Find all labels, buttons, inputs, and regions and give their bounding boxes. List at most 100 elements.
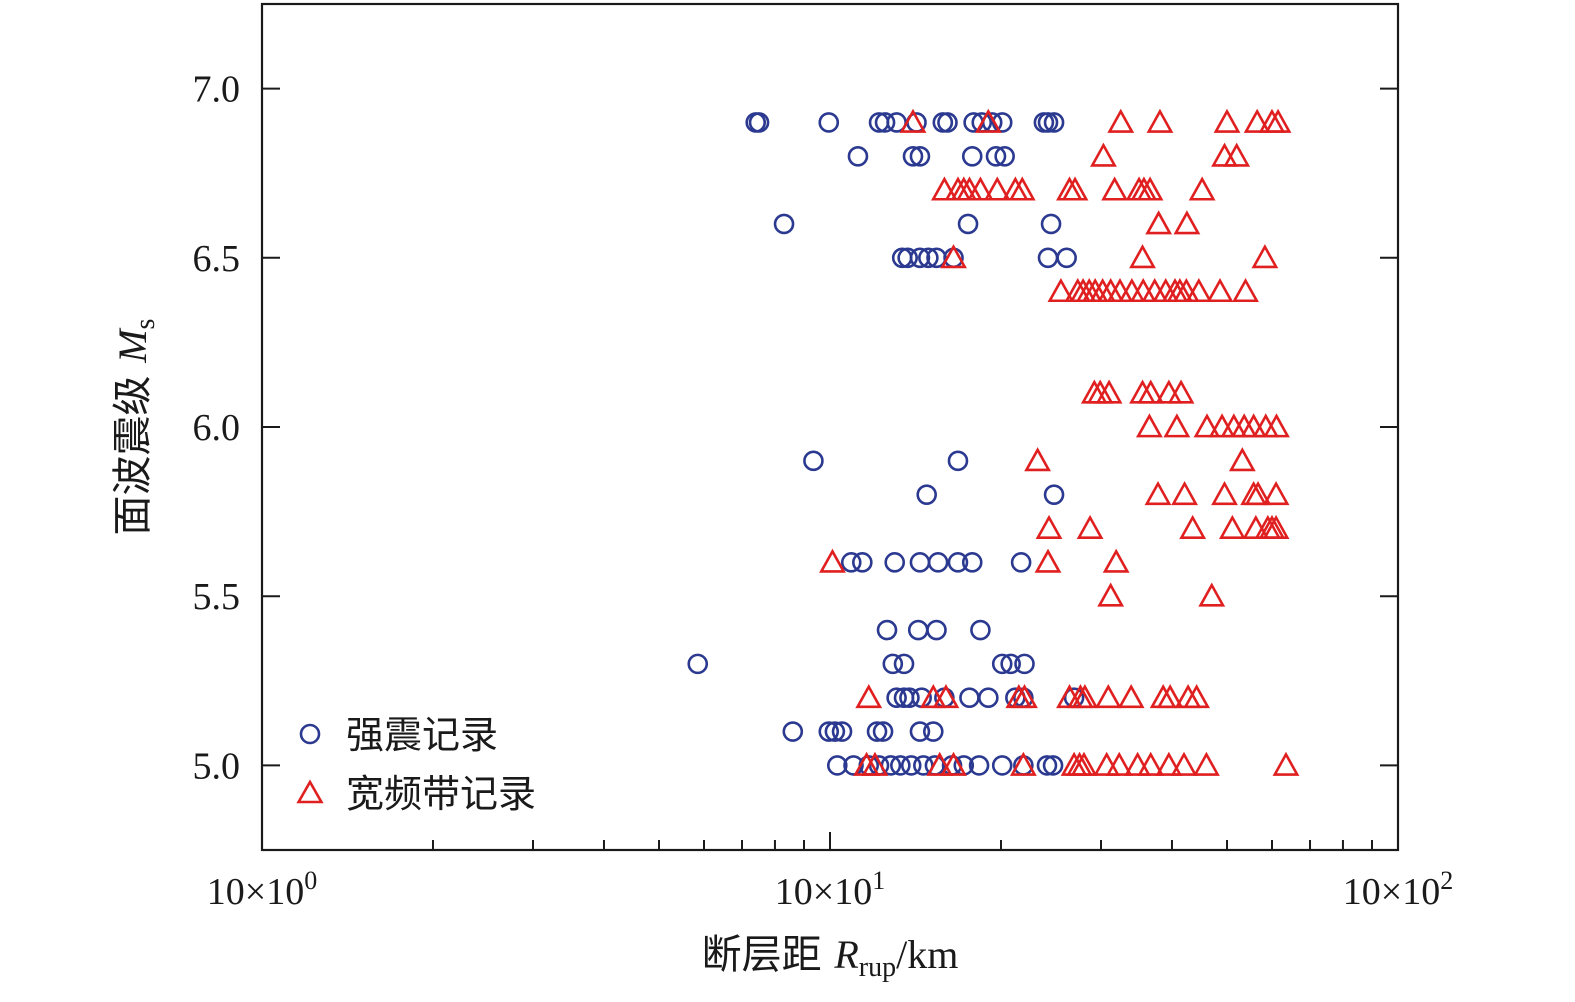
circle-point-0-26 xyxy=(897,247,918,269)
circle-point-0-67 xyxy=(824,721,846,742)
circle-point-0-57 xyxy=(899,687,920,709)
triangle-point-1-75 xyxy=(1179,514,1207,539)
circle-point-0-17 xyxy=(902,145,924,167)
triangle-point-1-115 xyxy=(1272,751,1300,776)
triangle-point-1-110 xyxy=(1124,751,1152,776)
triangle-point-1-28 xyxy=(940,244,967,269)
circle-point-0-41 xyxy=(927,552,949,573)
circle-point-0-53 xyxy=(1000,653,1021,675)
circle-point-0-78 xyxy=(890,755,911,776)
triangle-point-1-7 xyxy=(1264,108,1292,133)
circle-point-0-88 xyxy=(1042,755,1064,776)
triangle-point-1-112 xyxy=(1155,751,1183,776)
triangle-point-1-65 xyxy=(1024,447,1052,472)
circle-point-0-66 xyxy=(818,721,840,742)
circle-point-0-40 xyxy=(909,552,931,573)
triangle-point-1-11 xyxy=(930,176,958,201)
circle-point-0-73 xyxy=(826,755,848,776)
circle-point-0-1 xyxy=(748,112,770,133)
triangle-point-1-2 xyxy=(1107,108,1135,133)
circle-point-0-23 xyxy=(957,213,979,235)
circle-point-0-44 xyxy=(1010,552,1032,573)
circle-point-0-16 xyxy=(847,145,869,167)
triangle-point-1-104 xyxy=(1009,751,1037,776)
triangle-point-1-15 xyxy=(967,176,994,201)
triangle-point-1-101 xyxy=(861,751,889,776)
triangle-point-1-90 xyxy=(1011,684,1038,709)
circle-point-0-87 xyxy=(1036,755,1058,776)
y-tick-label: 6.0 xyxy=(193,407,241,449)
circle-point-0-36 xyxy=(1043,484,1065,505)
y-tick-label: 6.5 xyxy=(193,238,241,280)
axis-ticks xyxy=(261,87,1399,850)
circle-point-0-51 xyxy=(893,653,915,675)
triangle-point-1-3 xyxy=(1146,108,1174,133)
y-tick-label: 5.5 xyxy=(193,576,241,618)
circle-point-0-20 xyxy=(985,145,1007,167)
triangle-point-1-68 xyxy=(1171,480,1199,506)
triangle-point-1-107 xyxy=(1070,751,1098,776)
circle-point-0-34 xyxy=(947,450,969,472)
triangle-point-1-25 xyxy=(1188,176,1216,201)
triangle-point-1-83 xyxy=(1102,548,1130,573)
triangle-point-1-40 xyxy=(1129,277,1157,303)
triangle-point-1-58 xyxy=(1193,413,1221,438)
circle-point-0-55 xyxy=(886,687,907,709)
circle-point-0-68 xyxy=(831,721,853,742)
triangle-point-1-74 xyxy=(1076,514,1104,539)
circle-point-0-32 xyxy=(1056,247,1077,269)
triangle-point-1-113 xyxy=(1170,751,1198,776)
triangle-point-1-82 xyxy=(1034,548,1062,573)
legend-label-broadband: 宽频带记录 xyxy=(346,772,536,816)
circle-point-0-70 xyxy=(872,721,894,742)
circle-point-0-49 xyxy=(687,653,709,675)
triangle-point-1-29 xyxy=(1129,244,1156,269)
triangle-point-1-18 xyxy=(1008,176,1036,201)
triangle-point-1-10 xyxy=(1223,142,1251,167)
circle-point-0-69 xyxy=(866,721,888,742)
triangle-point-1-59 xyxy=(1208,413,1236,438)
y-tick-label: 5.0 xyxy=(193,745,241,787)
circle-point-0-14 xyxy=(1037,112,1059,133)
circle-point-0-8 xyxy=(937,112,958,133)
triangle-point-1-99 xyxy=(1183,684,1211,709)
circle-point-0-19 xyxy=(961,145,983,167)
legend-label-strong-motion: 强震记录 xyxy=(346,713,498,757)
triangle-point-1-24 xyxy=(1136,176,1164,201)
circle-point-0-24 xyxy=(1040,213,1062,235)
circle-point-0-39 xyxy=(884,552,906,573)
triangle-point-1-94 xyxy=(1094,684,1122,709)
circle-point-0-27 xyxy=(909,247,931,269)
triangle-point-1-16 xyxy=(983,176,1011,201)
triangle-point-1-8 xyxy=(1090,142,1117,167)
triangle-point-1-97 xyxy=(1156,684,1184,709)
triangle-point-1-0 xyxy=(899,108,927,133)
triangle-point-1-69 xyxy=(1211,480,1238,506)
triangle-point-1-31 xyxy=(1047,277,1075,303)
triangle-point-1-103 xyxy=(940,751,967,776)
circle-point-0-72 xyxy=(922,721,944,742)
circle-point-0-48 xyxy=(970,619,991,641)
x-axis-title: 断层距 Rrup/km xyxy=(702,932,959,983)
triangle-point-1-81 xyxy=(819,548,846,573)
x-tick-label: 10×101 xyxy=(775,866,885,913)
circle-point-0-31 xyxy=(1037,247,1059,269)
triangle-point-1-85 xyxy=(1198,582,1226,607)
triangle-point-1-27 xyxy=(1173,210,1201,235)
circle-point-0-45 xyxy=(876,619,898,641)
circle-point-0-18 xyxy=(909,145,931,167)
circle-point-0-60 xyxy=(959,687,980,709)
circle-point-0-2 xyxy=(818,112,840,133)
legend: 强震记录 宽频带记录 xyxy=(296,713,536,816)
triangle-point-1-47 xyxy=(1206,277,1234,303)
triangle-point-1-26 xyxy=(1145,210,1173,235)
circle-point-0-54 xyxy=(1014,653,1035,675)
triangle-point-1-66 xyxy=(1228,447,1256,472)
circle-point-0-52 xyxy=(991,653,1013,675)
triangle-point-1-57 xyxy=(1163,413,1191,438)
triangle-point-1-39 xyxy=(1118,277,1146,303)
circle-point-0-28 xyxy=(918,247,939,269)
circle-point-0-33 xyxy=(803,450,824,472)
circle-point-0-42 xyxy=(947,552,969,573)
triangle-point-1-53 xyxy=(1137,379,1165,404)
